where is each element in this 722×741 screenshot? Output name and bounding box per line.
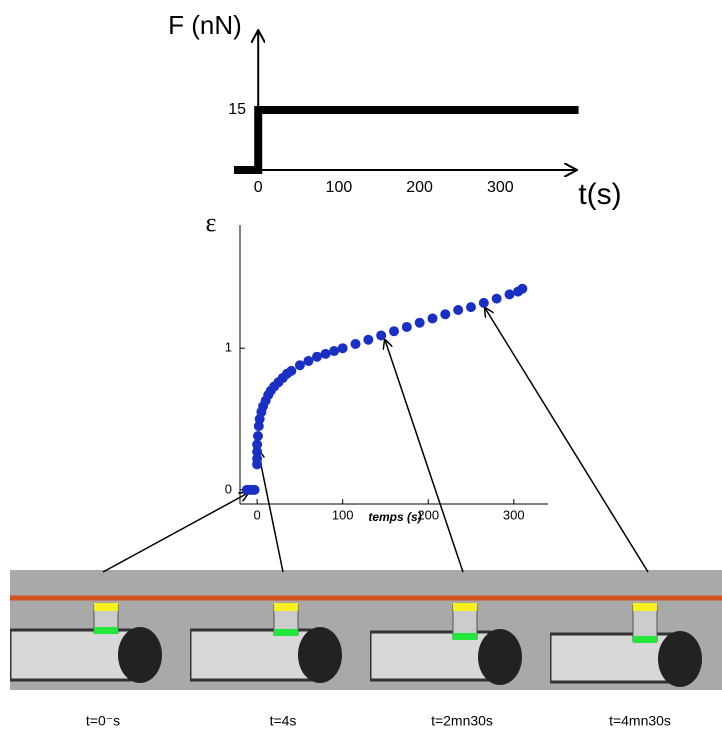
x-tick-label: 300	[487, 179, 514, 196]
micrograph	[370, 570, 550, 690]
micrograph	[190, 570, 370, 690]
point	[504, 289, 515, 300]
x-tick-label: 300	[503, 507, 525, 522]
arrow	[485, 308, 649, 573]
point	[414, 317, 425, 328]
x-tick-label: 200	[406, 179, 433, 196]
micrograph	[550, 570, 722, 690]
point	[303, 355, 314, 366]
point	[320, 348, 331, 359]
point	[312, 351, 322, 362]
point	[252, 439, 263, 450]
point	[286, 365, 297, 376]
point	[294, 360, 305, 371]
micrograph	[10, 570, 190, 690]
point	[478, 297, 489, 308]
point	[491, 293, 502, 304]
x-tick-label: 100	[326, 179, 353, 196]
point	[329, 346, 340, 357]
x-axis-title: t(s)	[578, 178, 621, 211]
point	[376, 330, 387, 341]
point	[363, 334, 374, 345]
x-tick-label: 0	[253, 507, 260, 522]
arrow	[385, 340, 464, 573]
x-tick-label: 200	[417, 507, 439, 522]
caption: t=4mn30s	[609, 713, 671, 729]
point	[252, 431, 263, 442]
point	[401, 321, 412, 332]
x-tick-label: 0	[254, 179, 263, 196]
x-axis-title: temps (s)	[368, 510, 421, 524]
point	[453, 304, 464, 315]
y-axis-title: ε	[206, 208, 217, 237]
caption: t=2mn30s	[431, 713, 493, 729]
point	[337, 343, 348, 354]
point	[350, 338, 361, 349]
caption: t=4s	[270, 713, 297, 729]
arrow	[258, 450, 284, 573]
point	[440, 309, 451, 320]
point	[466, 302, 476, 313]
caption: t=0⁻s	[86, 713, 120, 729]
point	[249, 484, 260, 495]
y-tick-label: 0	[225, 481, 232, 496]
point	[517, 283, 528, 294]
y-tick-label: 15	[228, 101, 246, 118]
x-tick-label: 100	[332, 507, 354, 522]
micrographs	[10, 570, 722, 690]
point	[427, 313, 438, 324]
arrow	[102, 493, 248, 573]
point	[389, 326, 399, 337]
series-line	[234, 106, 579, 174]
pointer-arrows	[102, 308, 649, 573]
y-axis-title: F (nN)	[168, 10, 242, 40]
y-tick-label: 1	[225, 340, 232, 355]
